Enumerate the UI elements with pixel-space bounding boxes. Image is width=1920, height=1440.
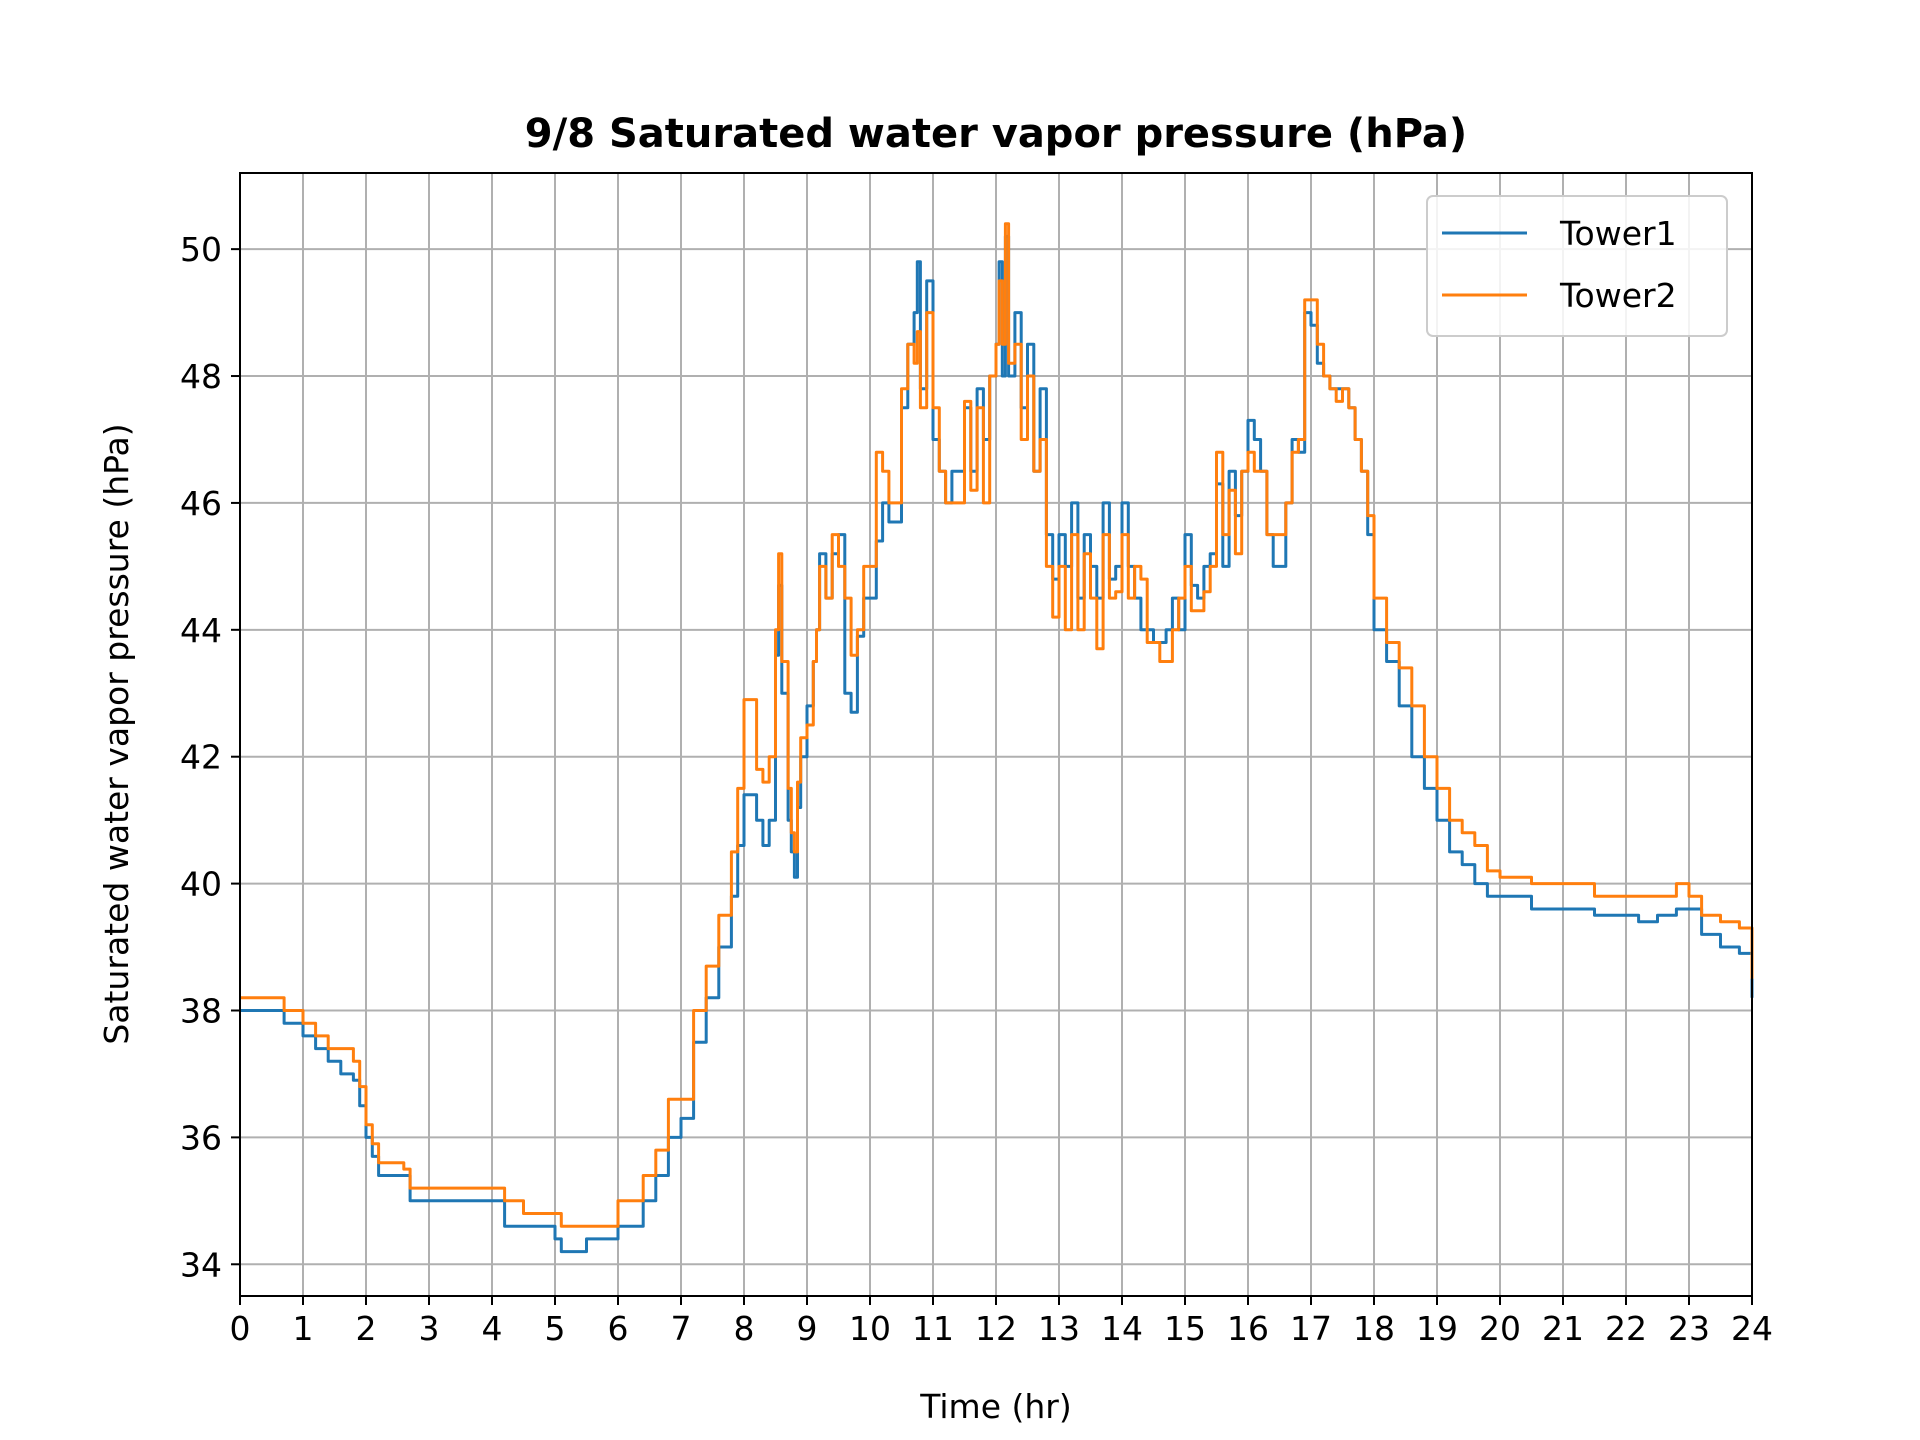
x-tick-label: 15 <box>1164 1309 1206 1348</box>
legend: Tower1 Tower2 <box>1426 195 1728 337</box>
legend-label-tower2: Tower2 <box>1559 276 1677 315</box>
x-axis-label: Time (hr) <box>919 1387 1071 1426</box>
y-tick-label: 40 <box>180 865 222 904</box>
x-tick-label: 3 <box>419 1309 440 1348</box>
y-tick-label: 38 <box>180 991 222 1030</box>
x-tick-label: 5 <box>545 1309 566 1348</box>
x-tick-label: 11 <box>912 1309 954 1348</box>
x-tick-label: 18 <box>1353 1309 1395 1348</box>
legend-label-tower1: Tower1 <box>1559 214 1677 253</box>
x-tick-label: 0 <box>230 1309 251 1348</box>
y-tick-label: 44 <box>180 611 222 650</box>
x-tick-label: 2 <box>356 1309 377 1348</box>
x-tick-label: 17 <box>1290 1309 1332 1348</box>
x-tick-label: 19 <box>1416 1309 1458 1348</box>
x-tick-label: 13 <box>1038 1309 1080 1348</box>
y-tick-label: 36 <box>180 1118 222 1157</box>
y-axis: 34 36 38 40 42 44 46 48 50 <box>180 230 240 1284</box>
x-tick-label: 6 <box>608 1309 629 1348</box>
x-tick-label: 9 <box>797 1309 818 1348</box>
chart-title: 9/8 Saturated water vapor pressure (hPa) <box>525 111 1467 157</box>
y-tick-label: 48 <box>180 357 222 396</box>
x-tick-label: 14 <box>1101 1309 1143 1348</box>
y-tick-label: 46 <box>180 484 222 523</box>
x-tick-label: 20 <box>1479 1309 1521 1348</box>
x-tick-label: 1 <box>293 1309 314 1348</box>
series-layer <box>240 222 1754 1254</box>
y-tick-label: 42 <box>180 738 222 777</box>
x-axis: 0 1 2 3 4 5 6 7 8 9 10 11 12 13 14 15 16 17 18 19 20 21 22 23 24 <box>230 1296 1773 1348</box>
x-tick-label: 10 <box>849 1309 891 1348</box>
y-tick-label: 34 <box>180 1245 222 1284</box>
y-axis-label: Saturated water vapor pressure (hPa) <box>97 423 136 1044</box>
series-line-tower2 <box>240 222 1754 1228</box>
y-tick-label: 50 <box>180 230 222 269</box>
x-tick-label: 4 <box>482 1309 503 1348</box>
x-tick-label: 8 <box>734 1309 755 1348</box>
x-tick-label: 7 <box>671 1309 692 1348</box>
x-tick-label: 12 <box>975 1309 1017 1348</box>
x-tick-label: 16 <box>1227 1309 1269 1348</box>
x-tick-label: 24 <box>1731 1309 1773 1348</box>
x-tick-label: 23 <box>1668 1309 1710 1348</box>
legend-box <box>1426 195 1728 337</box>
x-tick-label: 22 <box>1605 1309 1647 1348</box>
x-tick-label: 21 <box>1542 1309 1584 1348</box>
